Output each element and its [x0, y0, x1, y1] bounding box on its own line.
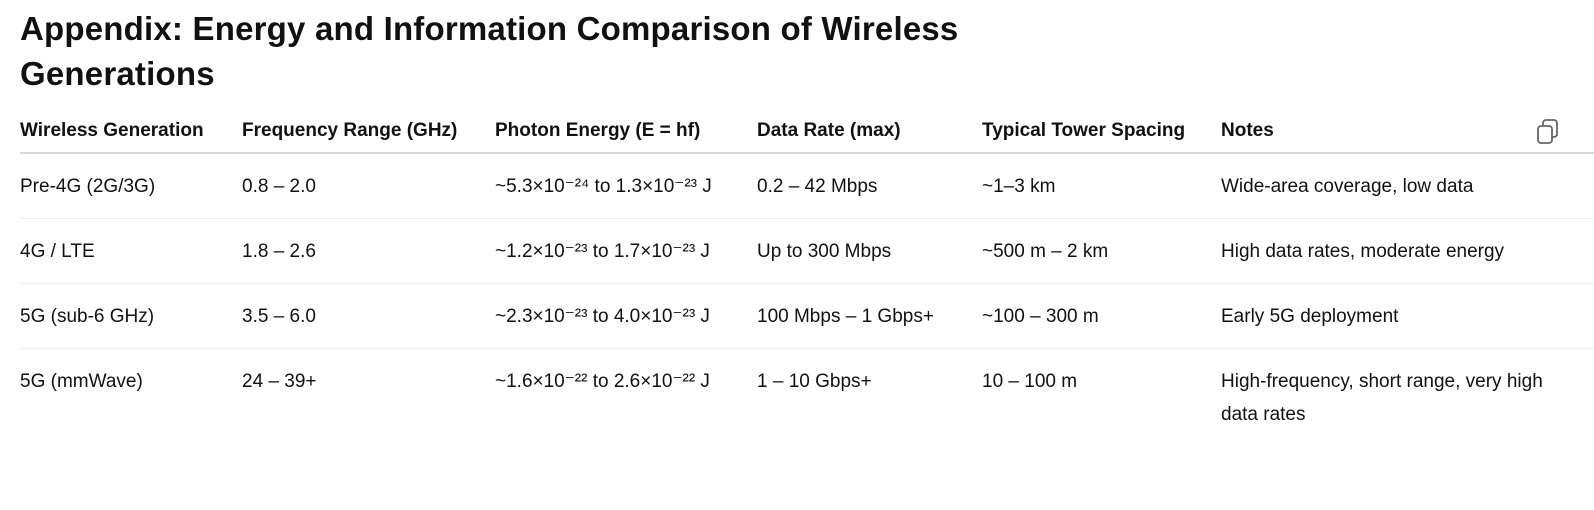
table-cell: ~1.6×10⁻²² to 2.6×10⁻²² J	[495, 371, 710, 392]
table-body: Pre-4G (2G/3G) 0.8 – 2.0 ~5.3×10⁻²⁴ to 1.3…	[20, 153, 1594, 446]
table-row: 4G / LTE 1.8 – 2.6 ~1.2×10⁻²³ to 1.7×10⁻²³…	[20, 218, 1594, 284]
table-cell: ~2.3×10⁻²³ to 4.0×10⁻²³ J	[495, 283, 757, 349]
table-header: Wireless Generation Frequency Range (GHz)…	[20, 110, 1594, 154]
table-cell: 3.5 – 6.0	[242, 283, 495, 349]
title: Appendix: Energy and Information Compari…	[20, 10, 959, 92]
table-cell: 1.8 – 2.6	[242, 218, 495, 284]
table-row: 5G (mmWave) 24 – 39+ ~1.6×10⁻²² to 2.6×10⁻…	[20, 349, 1594, 447]
comparison-table: Wireless Generation Frequency Range (GHz)…	[20, 110, 1594, 446]
column-header: Wireless Generation	[20, 110, 242, 154]
table-row: Pre-4G (2G/3G) 0.8 – 2.0 ~5.3×10⁻²⁴ to 1.3…	[20, 153, 1594, 219]
column-header: Frequency Range (GHz)	[242, 110, 495, 154]
table-cell: 1 – 10 Gbps+	[757, 371, 872, 392]
table-cell: ~500 m – 2 km	[982, 218, 1221, 284]
header-row: Wireless Generation Frequency Range (GHz)…	[20, 110, 1594, 154]
table-cell: Early 5G deployment	[1221, 283, 1594, 349]
table-cell: 4G / LTE	[20, 218, 242, 284]
table-cell: ~5.3×10⁻²⁴ to 1.3×10⁻²³ J	[495, 153, 757, 219]
table-cell: 5G (sub-6 GHz)	[20, 283, 242, 349]
table-cell: High data rates, moderate energy	[1221, 218, 1594, 284]
table-cell: Pre-4G (2G/3G)	[20, 153, 242, 219]
table-cell: High-frequency, short range, very high d…	[1221, 371, 1543, 425]
table-cell: 24 – 39+	[242, 371, 317, 392]
copy-button[interactable]	[1535, 118, 1561, 146]
table-cell: 5G (mmWave)	[20, 371, 143, 392]
column-header: Data Rate (max)	[757, 110, 982, 154]
table-cell: ~1.2×10⁻²³ to 1.7×10⁻²³ J	[495, 218, 757, 284]
table-row: 5G (sub-6 GHz) 3.5 – 6.0 ~2.3×10⁻²³ to 4.0…	[20, 283, 1594, 349]
table-cell: 10 – 100 m	[982, 371, 1078, 392]
column-header: Typical Tower Spacing	[982, 110, 1221, 154]
column-header: Notes	[1221, 110, 1594, 154]
table-cell: ~100 – 300 m	[982, 283, 1221, 349]
table-cell: 0.2 – 42 Mbps	[757, 153, 982, 219]
table-cell: 0.8 – 2.0	[242, 153, 495, 219]
column-header: Photon Energy (E = hf)	[495, 110, 757, 154]
table-cell: Wide-area coverage, low data	[1221, 153, 1594, 219]
table-cell: ~1–3 km	[982, 153, 1221, 219]
table-cell: 100 Mbps – 1 Gbps+	[757, 283, 982, 349]
table-cell: Up to 300 Mbps	[757, 218, 982, 284]
